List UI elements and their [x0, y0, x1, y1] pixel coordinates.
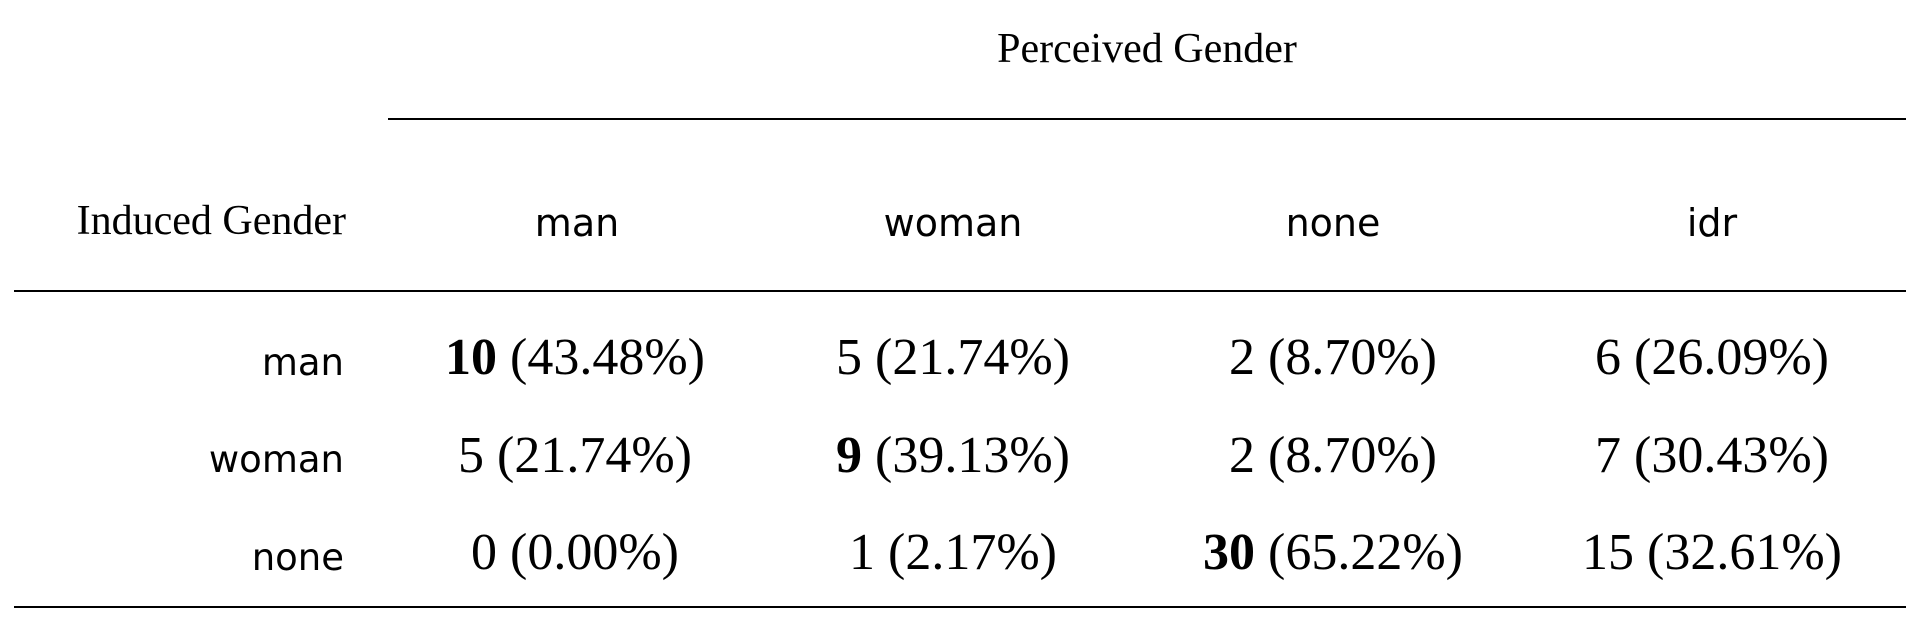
table-cell: 2 (8.70%): [1229, 329, 1437, 386]
column-header-none: none: [1285, 201, 1381, 245]
column-header-woman: woman: [883, 201, 1023, 245]
header-rule: [14, 290, 1906, 292]
row-label-man: man: [261, 341, 344, 384]
table-cell: 6 (26.09%): [1595, 329, 1829, 386]
induced-gender-header: Induced Gender: [76, 198, 346, 244]
table-cell: 9 (39.13%): [836, 427, 1070, 484]
bottom-rule: [14, 606, 1906, 608]
table-cell: 5 (21.74%): [836, 329, 1070, 386]
table-cell: 10 (43.48%): [445, 329, 705, 386]
column-header-man: man: [534, 201, 620, 245]
table-cell: 30 (65.22%): [1203, 524, 1463, 581]
perceived-gender-header: Perceived Gender: [997, 26, 1297, 72]
table-cell: 0 (0.00%): [471, 524, 679, 581]
table-cell: 7 (30.43%): [1595, 427, 1829, 484]
table-cell: 5 (21.74%): [458, 427, 692, 484]
row-label-none: none: [251, 536, 344, 579]
table-cell: 1 (2.17%): [849, 524, 1057, 581]
column-header-idr: idr: [1686, 201, 1738, 245]
row-label-woman: woman: [208, 438, 344, 481]
top-rule: [388, 118, 1906, 120]
table-cell: 2 (8.70%): [1229, 427, 1437, 484]
table-cell: 15 (32.61%): [1582, 524, 1842, 581]
